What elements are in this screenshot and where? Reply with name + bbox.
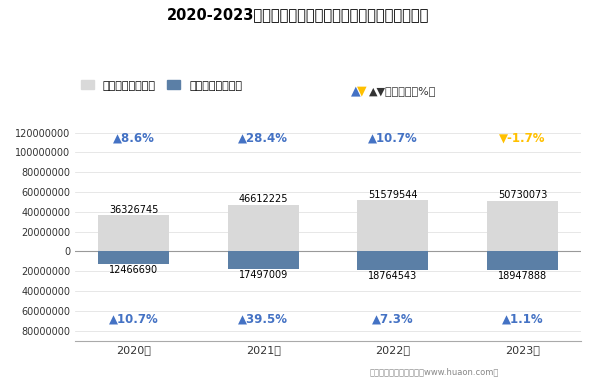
Text: ▲39.5%: ▲39.5% xyxy=(238,312,288,325)
Bar xyxy=(357,200,429,251)
Bar xyxy=(98,215,169,251)
Text: 50730073: 50730073 xyxy=(498,191,547,200)
Text: ▼-1.7%: ▼-1.7% xyxy=(499,131,545,144)
Bar xyxy=(228,251,299,269)
Text: ▲▼同比增长（%）: ▲▼同比增长（%） xyxy=(368,86,436,96)
Text: ▲: ▲ xyxy=(351,85,361,98)
Text: 12466690: 12466690 xyxy=(109,265,159,274)
Text: 18947888: 18947888 xyxy=(498,271,547,281)
Text: ▲28.4%: ▲28.4% xyxy=(238,131,288,144)
Text: 制图：华经产业研究院（www.huaon.com）: 制图：华经产业研究院（www.huaon.com） xyxy=(370,367,499,376)
Text: 17497009: 17497009 xyxy=(238,270,288,280)
Text: 2020-2023年浙江省商品收发货人所在地进、出口额统计: 2020-2023年浙江省商品收发货人所在地进、出口额统计 xyxy=(167,8,429,23)
Bar xyxy=(357,251,429,270)
Text: ▲7.3%: ▲7.3% xyxy=(372,312,414,325)
Text: ▲8.6%: ▲8.6% xyxy=(113,131,155,144)
Text: ▲1.1%: ▲1.1% xyxy=(502,312,543,325)
Text: ▼: ▼ xyxy=(358,85,367,98)
Bar xyxy=(98,251,169,264)
Text: ▲10.7%: ▲10.7% xyxy=(109,312,159,325)
Bar xyxy=(487,201,558,251)
Text: 36326745: 36326745 xyxy=(109,204,159,215)
Text: 46612225: 46612225 xyxy=(238,194,288,204)
Bar xyxy=(228,205,299,251)
Text: ▲10.7%: ▲10.7% xyxy=(368,131,418,144)
Text: 51579544: 51579544 xyxy=(368,189,418,200)
Text: 18764543: 18764543 xyxy=(368,271,417,281)
Legend: 出口额（万美元）, 进口额（万美元）: 出口额（万美元）, 进口额（万美元） xyxy=(80,80,242,91)
Bar xyxy=(487,251,558,270)
